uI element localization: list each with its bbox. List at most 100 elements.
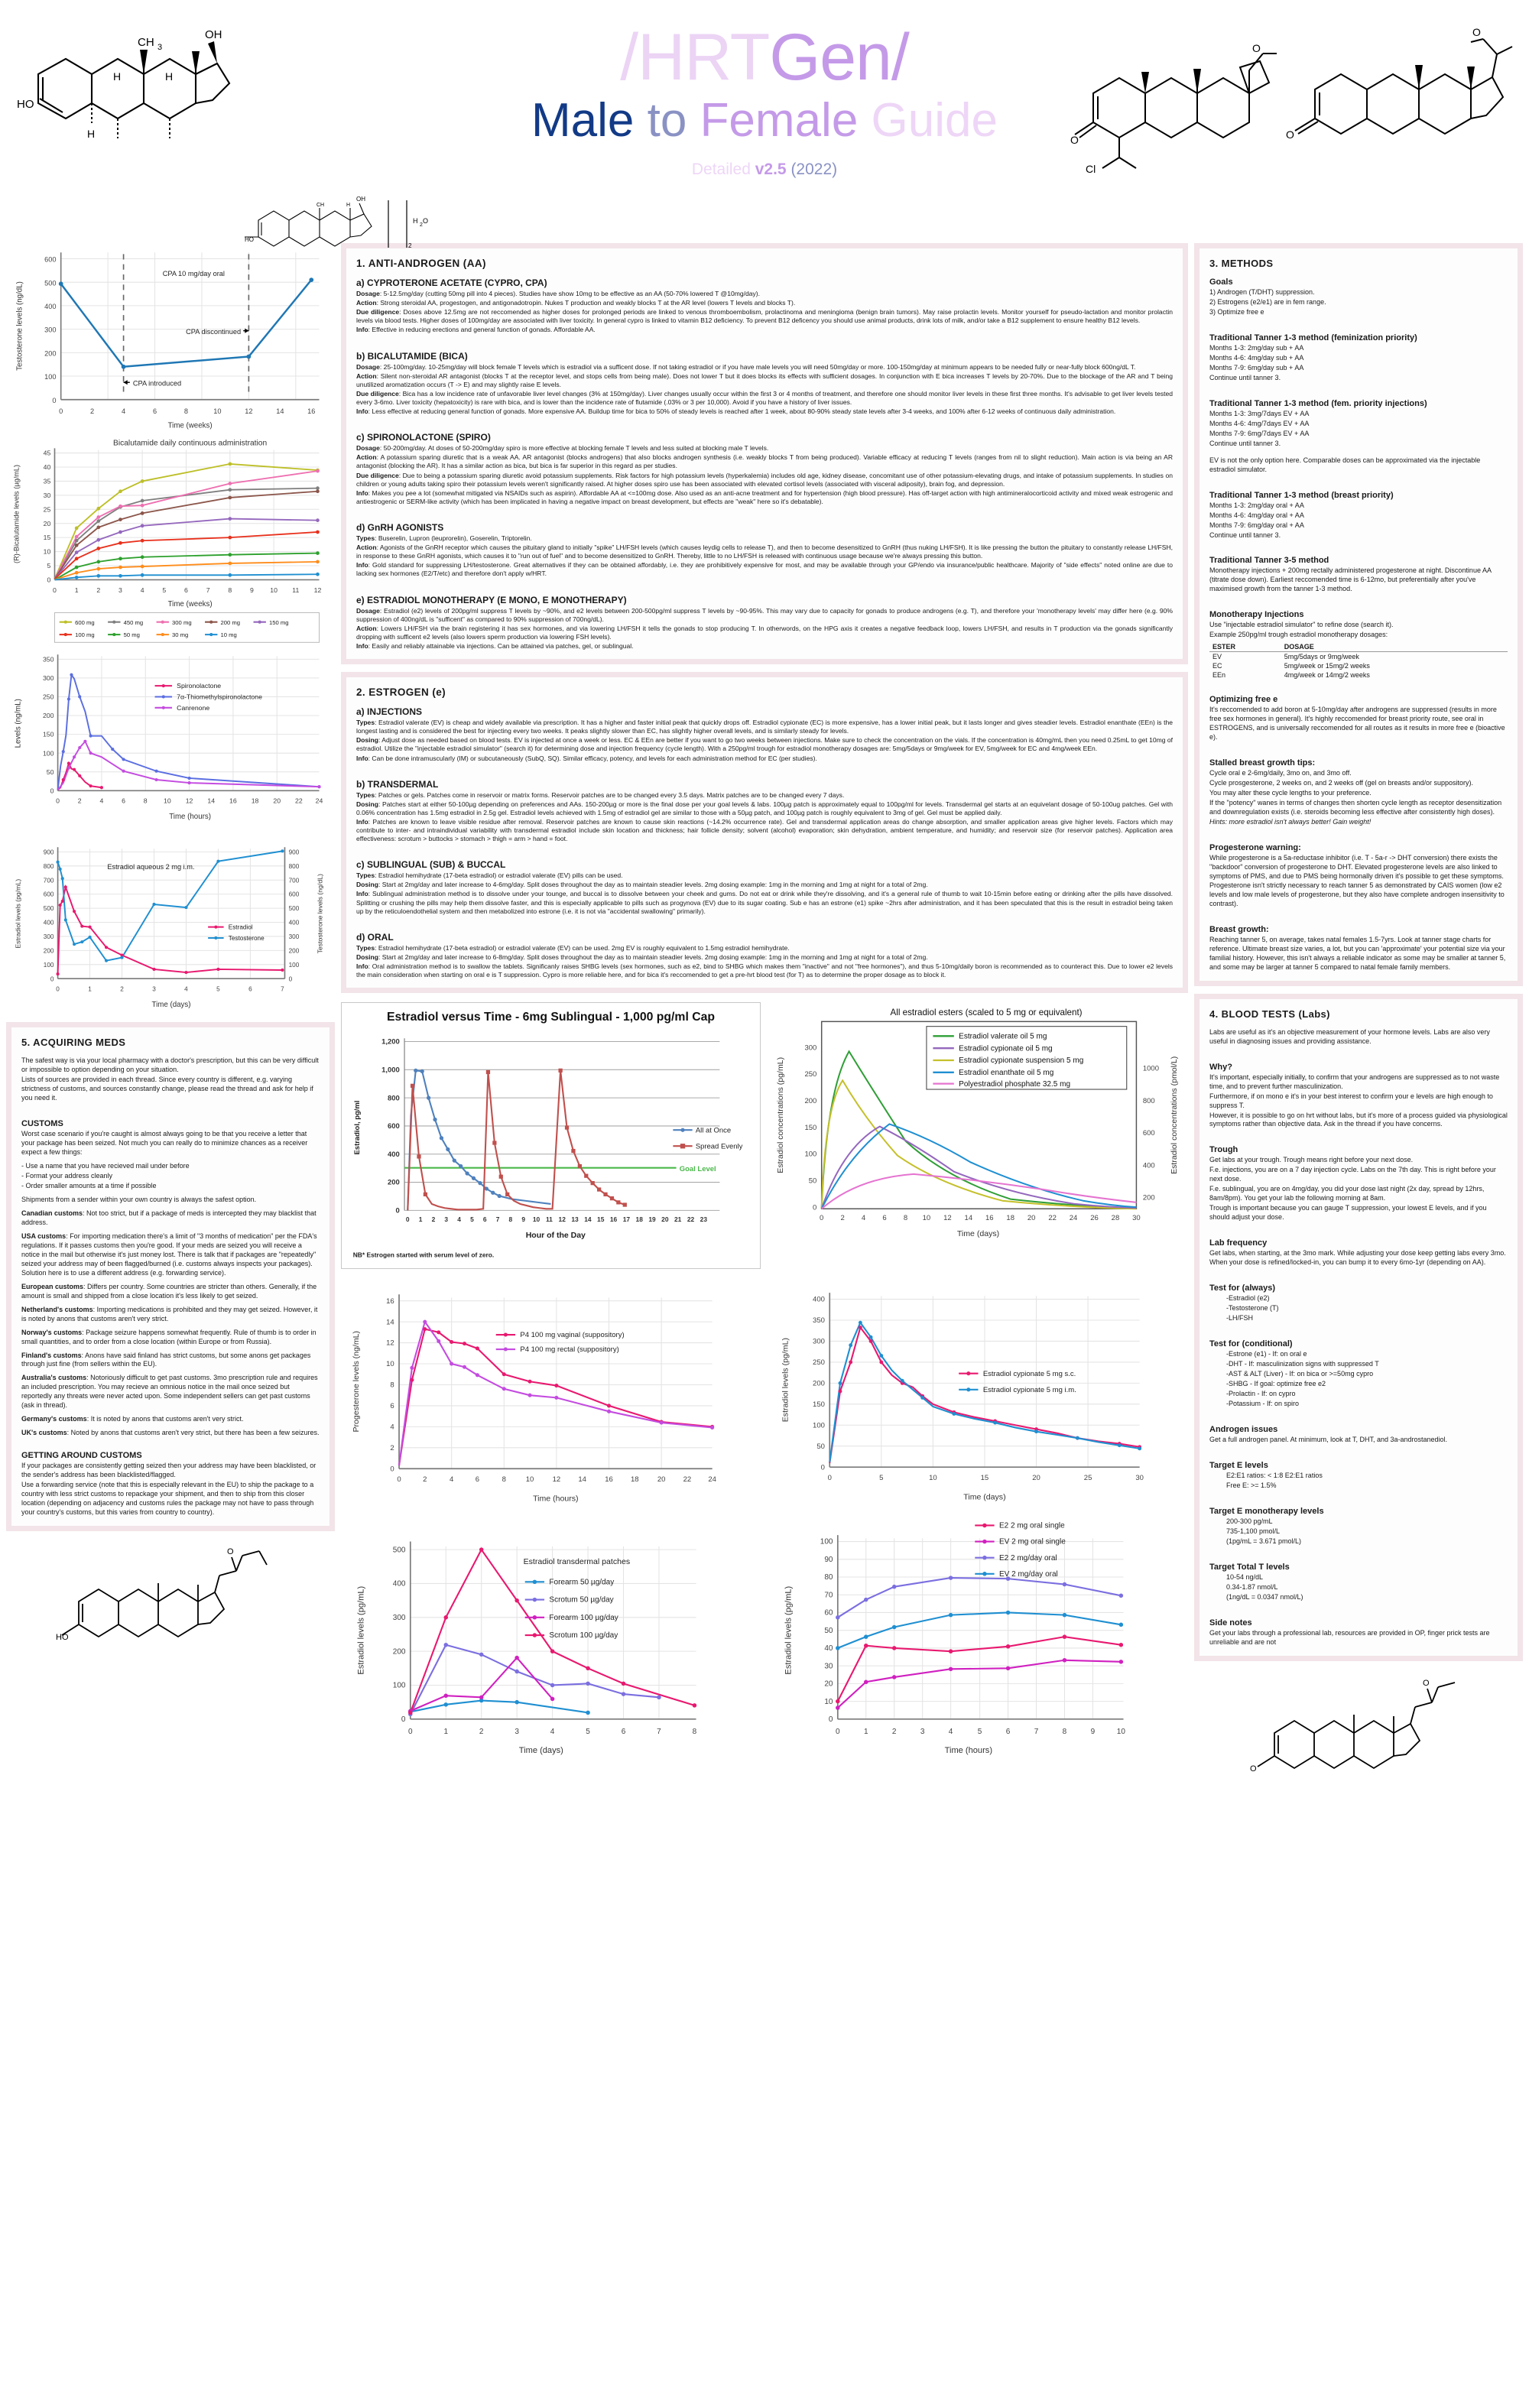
- svg-text:HO: HO: [245, 236, 254, 243]
- line-label: Dosage: [356, 290, 380, 297]
- svg-text:H: H: [165, 70, 173, 83]
- svg-text:(R)-Bicalutamide levels (µg/mL: (R)-Bicalutamide levels (µg/mL): [12, 465, 20, 563]
- always-item: -Estradiol (e2): [1226, 1294, 1270, 1303]
- svg-text:300: 300: [289, 933, 300, 940]
- svg-text:0: 0: [390, 1465, 394, 1474]
- drug-line: Info: Oral administration method is to s…: [356, 962, 1173, 979]
- line-text: : Patches start at either 50-100µg depen…: [356, 800, 1173, 816]
- country-text: : Notoriously difficult to get past cust…: [21, 1374, 318, 1410]
- svg-text:20: 20: [273, 797, 281, 805]
- goal-item: 2) Estrogens (e2/e1) are in fem range.: [1209, 297, 1326, 306]
- svg-text:800: 800: [1143, 1097, 1155, 1105]
- svg-text:10: 10: [824, 1697, 833, 1705]
- svg-text:16: 16: [229, 797, 237, 805]
- svg-text:0: 0: [47, 576, 51, 583]
- svg-text:400: 400: [289, 919, 300, 926]
- svg-text:Hour of the Day: Hour of the Day: [526, 1231, 586, 1240]
- svg-text:1,200: 1,200: [381, 1038, 400, 1047]
- svg-text:100: 100: [393, 1681, 406, 1689]
- svg-text:Estradiol concentrations (pmol: Estradiol concentrations (pmol/L): [1170, 1056, 1179, 1174]
- line-label: Due diligence: [356, 471, 399, 479]
- svg-text:0: 0: [59, 407, 63, 415]
- line-label: Info: [356, 326, 368, 334]
- drug-name: a) CYPROTERONE ACETATE (C: [356, 277, 495, 288]
- cell-dosage: 5mg/5days or 9mg/week: [1284, 653, 1359, 661]
- customs-bullet-1: - Use a name that you have recieved mail…: [21, 1162, 190, 1170]
- country-name: Australia's customs: [21, 1374, 87, 1382]
- line-label: Types: [356, 534, 375, 542]
- svg-text:E2 2 mg/day oral: E2 2 mg/day oral: [999, 1553, 1057, 1562]
- svg-text:400: 400: [388, 1150, 400, 1159]
- svg-text:23: 23: [700, 1215, 708, 1223]
- version-year: (2022): [786, 161, 838, 179]
- table-row: EV 5mg/5days or 9mg/week: [1209, 652, 1508, 662]
- svg-text:100: 100: [813, 1422, 825, 1430]
- svg-text:50 mg: 50 mg: [124, 631, 140, 638]
- svg-text:100: 100: [804, 1150, 816, 1159]
- svg-text:O: O: [1070, 134, 1079, 146]
- line-text: : Estradiol valerate (EV) is cheap and w…: [356, 719, 1173, 735]
- method-title: Traditional Tanner 1-3 method (breast pr…: [1209, 490, 1394, 500]
- country-name: Netherland's customs: [21, 1305, 93, 1313]
- svg-text:16: 16: [307, 407, 315, 415]
- svg-text:Testosterone: Testosterone: [229, 935, 265, 942]
- country-text: : Not too strict, but if a package of me…: [21, 1209, 317, 1226]
- svg-text:2: 2: [479, 1727, 484, 1735]
- svg-text:30: 30: [1132, 1214, 1141, 1222]
- drug-heading-injections: a) INJECTIONS: [356, 706, 1173, 717]
- svg-text:Time (hours): Time (hours): [533, 1494, 578, 1504]
- method-line: Months 4-6: 4mg/day sub + AA: [1209, 353, 1304, 362]
- svg-text:Levels (ng/mL): Levels (ng/mL): [14, 699, 22, 748]
- method-line: Example 250pg/ml trough estradiol monoth…: [1209, 631, 1388, 639]
- drug-line: Action: Strong steroidal AA, progestogen…: [356, 299, 1173, 307]
- svg-text:7: 7: [281, 985, 284, 992]
- trough-line: Get labs at your trough. Trough means ri…: [1209, 1156, 1414, 1164]
- svg-text:Time (hours): Time (hours): [169, 813, 211, 821]
- svg-text:600: 600: [289, 891, 300, 898]
- svg-text:Scrotum 50 µg/day: Scrotum 50 µg/day: [549, 1595, 613, 1604]
- line-label: Dosing: [356, 881, 378, 889]
- esters-chart-svg: All estradiol esters (scaled to 5 mg or …: [776, 1008, 1179, 1238]
- country-row: Australia's customs: Notoriously difficu…: [21, 1374, 320, 1410]
- drug-line: Info: Easily and reliably attainable via…: [356, 642, 1173, 651]
- line-text: : Start at 2mg/day and later increase to…: [378, 881, 928, 889]
- line-text: : Strong steroidal AA, progestogen, and …: [376, 299, 796, 307]
- drug-name-sc: YPRO: [494, 277, 521, 288]
- bloodtests-intro: Labs are useful as it's an objective mea…: [1209, 1027, 1490, 1045]
- customs-bullet-2: - Format your address cleanly: [21, 1172, 113, 1180]
- estradiol-valerate-molecule-bottom: HO O: [6, 1540, 335, 1682]
- breast-growth-text: Reaching tanner 5, on average, takes nat…: [1209, 935, 1506, 971]
- svg-text:10: 10: [929, 1474, 937, 1482]
- drug-name-sc: GONISTS: [402, 521, 444, 533]
- line-label: Types: [356, 790, 375, 799]
- svg-text:300: 300: [804, 1044, 816, 1053]
- svg-text:600: 600: [44, 256, 56, 264]
- why-line: Furthermore, if on mono e it's in your b…: [1209, 1092, 1493, 1109]
- svg-text:20: 20: [44, 519, 51, 527]
- svg-text:250: 250: [813, 1358, 825, 1367]
- svg-text:0: 0: [52, 397, 56, 404]
- svg-text:12: 12: [559, 1215, 566, 1223]
- method-line: Continue until tanner 3.: [1209, 531, 1281, 539]
- drug-line: Dosing: Start at 2mg/day and later incre…: [356, 953, 1173, 962]
- svg-text:Testosterone levels (ng/dL): Testosterone levels (ng/dL): [15, 281, 24, 371]
- drug-line: Dosing: Adjust dose as needed based on b…: [356, 736, 1173, 753]
- svg-text:14: 14: [965, 1214, 973, 1222]
- svg-text:All estradiol esters (scaled t: All estradiol esters (scaled to 5 mg or …: [891, 1008, 1083, 1017]
- svg-text:800: 800: [388, 1095, 400, 1103]
- svg-text:8: 8: [390, 1381, 394, 1390]
- goal-item: 1) Androgen (T/DHT) suppression.: [1209, 288, 1315, 296]
- svg-text:6: 6: [1006, 1727, 1011, 1735]
- drug-heading-gnrh: d) GnRH AGONISTS: [356, 522, 1173, 533]
- line-text: : Agonists of the GnRH receptor which ca…: [356, 544, 1173, 560]
- svg-text:500: 500: [44, 905, 54, 912]
- subtitle-female: Female: [700, 94, 859, 148]
- svg-text:Bicalutamide daily continuous: Bicalutamide daily continuous administra…: [113, 439, 267, 447]
- drug-line: Dosing: Start at 2mg/day and later incre…: [356, 881, 1173, 889]
- svg-text:14: 14: [578, 1476, 586, 1485]
- svg-text:6: 6: [153, 407, 157, 415]
